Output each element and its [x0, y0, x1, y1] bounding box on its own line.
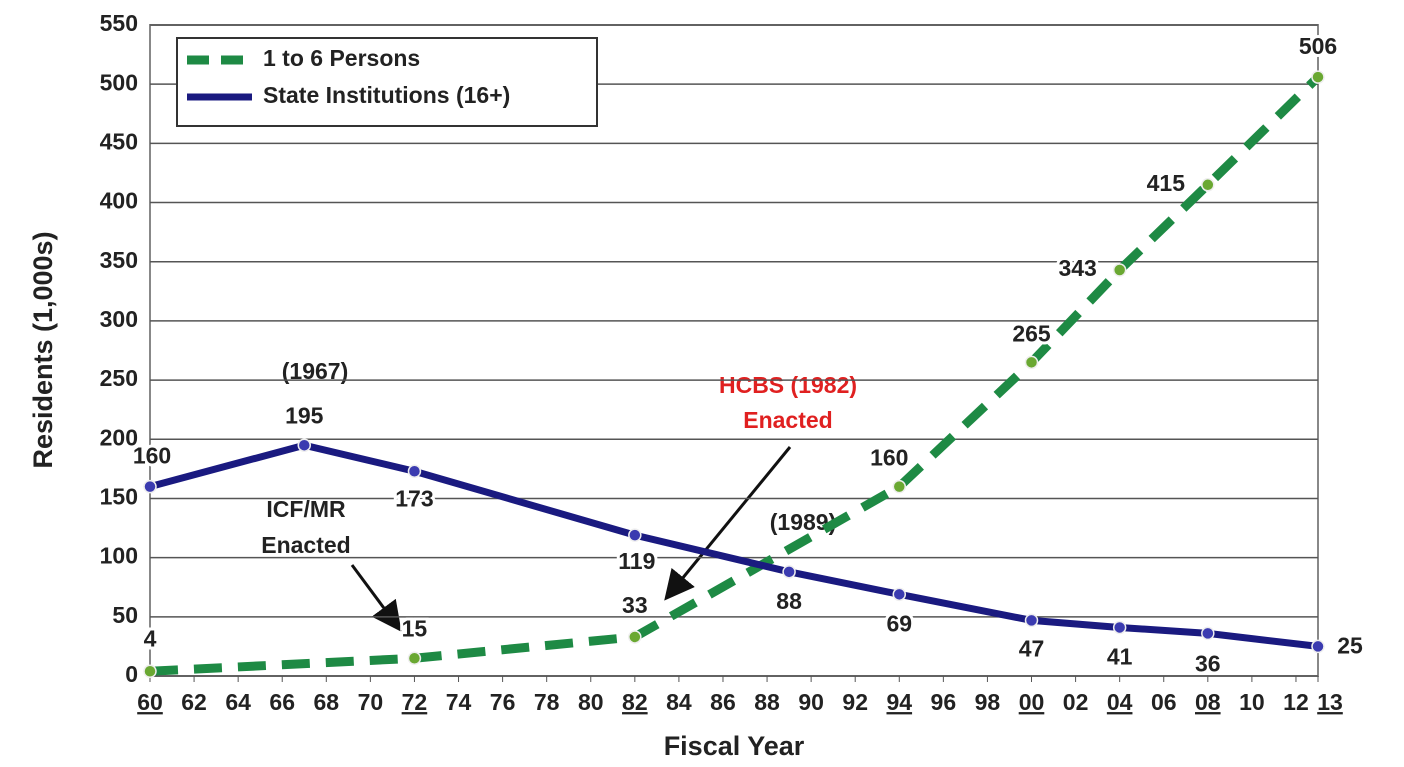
legend-label: State Institutions (16+)	[263, 82, 510, 108]
data-point	[892, 587, 907, 602]
x-tick-label: 10	[1239, 689, 1265, 715]
data-point	[1201, 626, 1215, 641]
x-tick-label: 64	[225, 689, 251, 715]
x-tick-label: 78	[534, 689, 560, 715]
x-tick-label: 90	[798, 689, 824, 715]
data-point	[143, 664, 157, 679]
data-label: 160	[133, 443, 171, 469]
x-tick-label: 70	[358, 689, 384, 715]
y-tick-label: 200	[100, 424, 138, 450]
data-label: 4	[144, 625, 157, 651]
series-line	[149, 73, 1322, 676]
data-point	[1112, 263, 1127, 277]
data-label: 343	[1058, 255, 1096, 281]
data-label: 119	[618, 548, 655, 574]
series-line	[149, 441, 1319, 650]
y-axis-label: Residents (1,000s)	[28, 231, 58, 468]
legend-label: 1 to 6 Persons	[263, 45, 420, 71]
x-tick-label: 08	[1195, 689, 1221, 715]
legend-box	[176, 37, 598, 127]
data-label: 173	[395, 485, 433, 511]
x-tick-label: 02	[1063, 689, 1089, 715]
data-point	[1311, 639, 1325, 654]
x-tick-label: 74	[446, 689, 472, 715]
data-point	[1201, 178, 1215, 192]
data-point	[407, 651, 422, 665]
annotation: ICF/MR	[266, 496, 346, 522]
x-tick-label: 68	[314, 689, 340, 715]
legend: 1 to 6 Persons State Institutions (16+)	[176, 37, 598, 127]
data-point	[1024, 613, 1039, 628]
data-label: 36	[1195, 650, 1221, 676]
data-label: 160	[870, 445, 908, 471]
x-tick-label: 84	[666, 689, 692, 715]
x-tick-label: 04	[1107, 689, 1133, 715]
x-tick-label: 94	[886, 689, 912, 715]
y-tick-label: 550	[100, 10, 138, 36]
x-tick-label: 60	[137, 689, 163, 715]
x-tick-label: 12	[1283, 689, 1309, 715]
y-tick-label: 450	[100, 128, 138, 154]
data-label: 265	[1012, 320, 1051, 346]
data-point	[1311, 70, 1325, 84]
data-label: 88	[776, 588, 802, 614]
y-tick-label: 150	[100, 484, 138, 510]
data-label: 25	[1337, 632, 1363, 658]
y-tick-label: 250	[100, 365, 138, 391]
x-tick-label: 72	[402, 689, 428, 715]
data-point	[782, 565, 796, 579]
annotation: Enacted	[743, 407, 832, 433]
annotation: Enacted	[261, 532, 350, 558]
x-axis-label: Fiscal Year	[664, 731, 805, 761]
data-point	[892, 479, 907, 494]
annotation: HCBS (1982)	[719, 372, 857, 398]
annotation-arrow	[664, 446, 792, 601]
data-label: 33	[622, 592, 648, 618]
x-tick-label: 80	[578, 689, 604, 715]
y-tick-label: 100	[100, 543, 138, 569]
data-point	[143, 479, 157, 494]
y-tick-label: 0	[125, 661, 138, 687]
x-tick-label: 82	[622, 689, 648, 715]
data-point	[297, 438, 312, 452]
data-point	[1112, 620, 1127, 635]
data-point	[1024, 355, 1039, 370]
data-label: 47	[1019, 635, 1045, 661]
x-tick-label: 88	[754, 689, 780, 715]
y-tick-label: 400	[100, 188, 138, 214]
data-label: 69	[886, 610, 912, 636]
x-tick-label: 92	[842, 689, 868, 715]
data-point	[628, 630, 642, 644]
y-tick-label: 50	[112, 602, 138, 628]
y-tick-label: 500	[100, 69, 138, 95]
x-tick-label: 06	[1151, 689, 1177, 715]
data-label: 41	[1107, 644, 1133, 670]
data-label: 506	[1299, 33, 1337, 59]
data-point	[628, 528, 642, 542]
data-label: 195	[285, 402, 324, 428]
x-tick-label: 66	[269, 689, 295, 715]
annotation: (1967)	[282, 358, 348, 384]
x-tick-label: 96	[931, 689, 957, 715]
x-tick-label: 86	[710, 689, 736, 715]
x-tick-label: 13	[1317, 689, 1343, 715]
data-point	[407, 464, 422, 478]
x-tick-label: 98	[975, 689, 1001, 715]
y-tick-label: 350	[100, 247, 138, 273]
y-tick-label: 300	[100, 306, 138, 332]
plot-area	[149, 24, 1319, 677]
data-label: 415	[1147, 170, 1186, 196]
data-label: 15	[402, 615, 428, 641]
x-tick-label: 76	[490, 689, 516, 715]
x-tick-label: 62	[181, 689, 207, 715]
x-tick-label: 00	[1019, 689, 1045, 715]
